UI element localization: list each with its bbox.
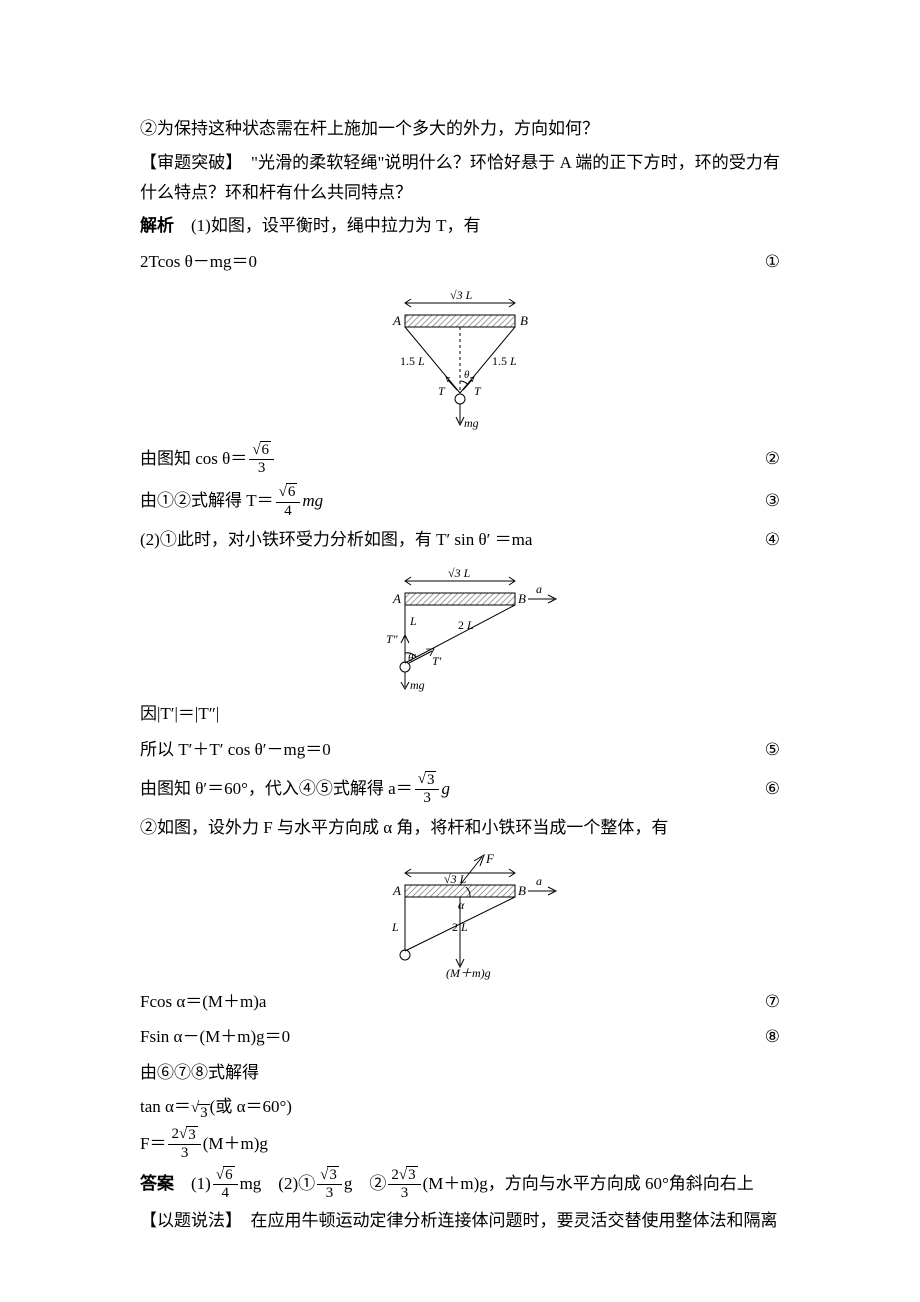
frac-2s3-3: 2√3 3 bbox=[168, 1126, 200, 1162]
eq-8: Fsin α－(M＋m)g＝0 ⑧ bbox=[140, 1022, 780, 1052]
eq-8-num: ⑧ bbox=[765, 1022, 780, 1052]
svg-text:T′: T′ bbox=[432, 654, 442, 668]
para-F: F＝ 2√3 3 (M＋m)g bbox=[140, 1126, 780, 1162]
svg-text:L: L bbox=[409, 614, 417, 628]
svg-text:√3 L: √3 L bbox=[450, 288, 473, 302]
figure-1: √3 L A B θ mg T T 1.5 L bbox=[140, 285, 780, 435]
svg-text:mg: mg bbox=[410, 678, 425, 692]
svg-text:√3 L: √3 L bbox=[448, 566, 471, 580]
svg-text:B: B bbox=[518, 591, 526, 606]
eq-1-lhs: 2Tcos θ－mg＝0 bbox=[140, 247, 257, 277]
svg-text:θ′: θ′ bbox=[408, 652, 416, 664]
frac-s6-4: √6 4 bbox=[276, 483, 301, 519]
eq-5-num: ⑤ bbox=[765, 735, 780, 765]
para-solution-head: 解析 (1)如图，设平衡时，绳中拉力为 T，有 bbox=[140, 211, 780, 241]
svg-text:θ: θ bbox=[464, 369, 470, 381]
eq-7-num: ⑦ bbox=[765, 987, 780, 1017]
frac-s6-3: √6 3 bbox=[249, 441, 274, 477]
eq-2-num: ② bbox=[765, 444, 780, 474]
svg-text:(M＋m)g: (M＋m)g bbox=[446, 966, 491, 980]
svg-text:2 L: 2 L bbox=[458, 618, 474, 632]
figure-2-svg: √3 L A B a L 2 L T″ T′ θ′ bbox=[350, 563, 570, 693]
svg-text:a: a bbox=[536, 874, 542, 888]
eq-2-lhs: 由图知 cos θ＝ √6 3 bbox=[140, 441, 276, 477]
eq-1-num: ① bbox=[765, 247, 780, 277]
text-method: 在应用牛顿运动定律分析连接体问题时，要灵活交替使用整体法和隔离 bbox=[234, 1211, 778, 1230]
eq-3-lhs: 由①②式解得 T＝ √6 4 mg bbox=[140, 483, 323, 519]
figure-2: √3 L A B a L 2 L T″ T′ θ′ bbox=[140, 563, 780, 693]
para-eqlen: 因|T′|＝|T″| bbox=[140, 699, 780, 729]
para-answer: 答案 (1) √6 4 mg (2)① √3 3 g ② 2√3 3 (M＋m)… bbox=[140, 1166, 780, 1202]
para-q2: ②为保持这种状态需在杆上施加一个多大的外力，方向如何？ bbox=[140, 114, 780, 144]
page: ②为保持这种状态需在杆上施加一个多大的外力，方向如何？ 【审题突破】 "光滑的柔… bbox=[0, 0, 920, 1302]
eq-3-num: ③ bbox=[765, 486, 780, 516]
eq-7: Fcos α＝(M＋m)a ⑦ bbox=[140, 987, 780, 1017]
figure-3: √3 L A B a L 2 L F α (M＋m) bbox=[140, 851, 780, 981]
eq-2: 由图知 cos θ＝ √6 3 ② bbox=[140, 441, 780, 477]
svg-text:F: F bbox=[485, 851, 495, 866]
figure-3-svg: √3 L A B a L 2 L F α (M＋m) bbox=[350, 851, 570, 981]
eq-6-num: ⑥ bbox=[765, 774, 780, 804]
label-solution: 解析 bbox=[140, 216, 174, 235]
svg-text:α: α bbox=[458, 898, 465, 912]
eq-6-lhs: 由图知 θ′＝60°，代入④⑤式解得 a＝ √3 3 g bbox=[140, 771, 450, 807]
svg-text:1.5 L: 1.5 L bbox=[492, 354, 517, 368]
svg-text:√3 L: √3 L bbox=[444, 872, 467, 886]
label-breakthrough: 【审题突破】 bbox=[140, 153, 234, 172]
svg-text:1.5 L: 1.5 L bbox=[400, 354, 425, 368]
eq-3: 由①②式解得 T＝ √6 4 mg ③ bbox=[140, 483, 780, 519]
svg-text:A: A bbox=[392, 313, 401, 328]
text-breakthrough: "光滑的柔软轻绳"说明什么？环恰好悬于 A 端的正下方时，环的受力有什么特点？环… bbox=[140, 153, 780, 202]
label-method: 【以题说法】 bbox=[140, 1211, 234, 1230]
eq-1: 2Tcos θ－mg＝0 ① bbox=[140, 247, 780, 277]
eq-5: 所以 T′＋T′ cos θ′－mg＝0 ⑤ bbox=[140, 735, 780, 765]
svg-text:T: T bbox=[438, 384, 446, 398]
eq-6: 由图知 θ′＝60°，代入④⑤式解得 a＝ √3 3 g ⑥ bbox=[140, 771, 780, 807]
svg-text:T: T bbox=[474, 384, 482, 398]
para-breakthrough: 【审题突破】 "光滑的柔软轻绳"说明什么？环恰好悬于 A 端的正下方时，环的受力… bbox=[140, 148, 780, 208]
svg-text:A: A bbox=[392, 883, 401, 898]
svg-text:B: B bbox=[520, 313, 528, 328]
svg-text:a: a bbox=[536, 582, 542, 596]
para-whole: ②如图，设外力 F 与水平方向成 α 角，将杆和小铁环当成一个整体，有 bbox=[140, 813, 780, 843]
text-solution-1: (1)如图，设平衡时，绳中拉力为 T，有 bbox=[174, 216, 480, 235]
svg-text:L: L bbox=[391, 920, 399, 934]
para-method: 【以题说法】 在应用牛顿运动定律分析连接体问题时，要灵活交替使用整体法和隔离 bbox=[140, 1206, 780, 1236]
figure-1-svg: √3 L A B θ mg T T 1.5 L bbox=[360, 285, 560, 435]
eq-4: (2)①此时，对小铁环受力分析如图，有 T′ sin θ′ ＝ma ④ bbox=[140, 525, 780, 555]
svg-text:T″: T″ bbox=[386, 632, 399, 646]
para-tan: tan α＝√3(或 α＝60°) bbox=[140, 1092, 780, 1122]
eq-4-num: ④ bbox=[765, 525, 780, 555]
frac-s3-3: √3 3 bbox=[415, 771, 440, 807]
svg-text:B: B bbox=[518, 883, 526, 898]
sqrt-3: √3 bbox=[191, 1095, 210, 1121]
para-solve678: 由⑥⑦⑧式解得 bbox=[140, 1058, 780, 1088]
svg-text:A: A bbox=[392, 591, 401, 606]
svg-text:mg: mg bbox=[464, 416, 479, 430]
label-answer: 答案 bbox=[140, 1169, 174, 1199]
